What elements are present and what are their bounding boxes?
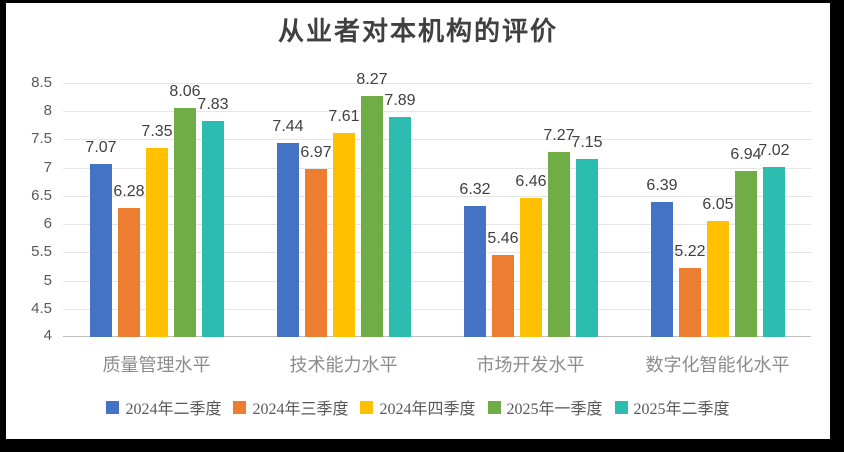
bar-value-label: 5.22: [674, 243, 706, 260]
gridline: [63, 168, 811, 169]
bar: [520, 198, 542, 337]
x-axis-labels: 质量管理水平 技术能力水平 市场开发水平 数字化智能化水平: [63, 351, 811, 377]
bar: [464, 206, 486, 337]
y-tick-label: 5.5: [31, 243, 52, 260]
y-axis: 8.5 8 7.5 7 6.5 6 5.5 5 4.5 4: [6, 74, 56, 344]
bar: [361, 96, 383, 337]
gridline: [63, 252, 811, 253]
gridline: [63, 111, 811, 112]
legend-label: 2025年二季度: [633, 401, 730, 418]
legend-item: 2025年二季度: [614, 395, 730, 419]
bar-value-label: 5.46: [487, 230, 519, 247]
bar-value-label: 6.46: [515, 173, 547, 190]
legend-swatch: [487, 400, 501, 414]
bar-value-label: 8.27: [356, 71, 388, 88]
gridline: [63, 83, 811, 84]
bar: [679, 268, 701, 337]
legend-item: 2024年四季度: [360, 395, 476, 419]
bar: [90, 164, 112, 337]
bar: [202, 121, 224, 337]
x-category-label: 市场开发水平: [476, 355, 585, 375]
y-tick-label: 4: [43, 327, 52, 344]
y-tick-label: 6.5: [31, 187, 52, 204]
legend-item: 2024年二季度: [106, 395, 221, 419]
bar: [492, 255, 514, 337]
bar-value-label: 7.07: [85, 139, 117, 156]
bar-value-label: 6.32: [459, 181, 491, 198]
y-tick-label: 4.5: [31, 300, 52, 317]
bar: [118, 208, 140, 337]
legend-swatch: [360, 400, 374, 414]
bar: [389, 117, 411, 337]
bar-value-label: 6.39: [646, 177, 678, 194]
legend-swatch: [106, 400, 120, 414]
bar: [735, 171, 757, 337]
y-tick-label: 7.5: [31, 130, 52, 147]
bar-value-label: 7.89: [384, 92, 416, 109]
bar: [174, 108, 196, 337]
bar-chart: 从业者对本机构的评价 8.5 8 7.5 7 6.5 6 5.5 5 4.5 4 7.07 6.28…: [6, 3, 830, 439]
bar: [548, 152, 570, 337]
bar-value-label: 7.02: [758, 142, 790, 159]
chart-title: 从业者对本机构的评价: [277, 17, 558, 46]
bar: [277, 143, 299, 337]
legend: 2024年二季度 2024年三季度 2024年四季度 2025年一季度 2025年二季度: [6, 395, 830, 419]
plot-area: 7.07 6.28 7.35 8.06 7.83 7.44 6.97 7.61 8.27 7.89…: [63, 71, 811, 337]
bar: [305, 169, 327, 337]
bar-value-label: 7.35: [141, 123, 173, 140]
gridline: [63, 139, 811, 140]
gridline: [63, 281, 811, 282]
bar: [707, 221, 729, 337]
bar-value-label: 6.28: [113, 183, 145, 200]
bar: [763, 167, 785, 337]
x-category-label: 数字化智能化水平: [645, 355, 790, 375]
bar-value-label: 7.15: [571, 134, 603, 151]
x-category-label: 质量管理水平: [102, 355, 211, 375]
bar: [146, 148, 168, 337]
legend-swatch: [233, 400, 247, 414]
bar-value-label: 7.83: [197, 96, 229, 113]
bar-value-label: 7.44: [272, 118, 304, 135]
gridline: [63, 224, 811, 225]
bar-value-label: 6.97: [300, 144, 332, 161]
y-tick-label: 8: [43, 102, 52, 119]
bar: [651, 202, 673, 337]
y-tick-label: 6: [43, 215, 52, 232]
y-tick-label: 8.5: [31, 74, 52, 91]
y-tick-label: 7: [43, 159, 52, 176]
bar: [576, 159, 598, 337]
x-category-label: 技术能力水平: [289, 355, 398, 375]
gridline: [63, 196, 811, 197]
legend-label: 2024年四季度: [379, 401, 476, 418]
bar: [333, 133, 355, 337]
bar-value-label: 7.61: [328, 108, 360, 125]
y-tick-label: 5: [43, 272, 52, 289]
x-axis-line: [63, 336, 811, 337]
legend-item: 2025年一季度: [487, 395, 603, 419]
legend-label: 2024年二季度: [125, 401, 222, 418]
legend-label: 2024年三季度: [252, 401, 349, 418]
gridline: [63, 309, 811, 310]
bar-value-label: 8.06: [169, 83, 201, 100]
legend-swatch: [614, 400, 628, 414]
bar-value-label: 7.27: [543, 127, 575, 144]
legend-item: 2024年三季度: [233, 395, 348, 419]
legend-label: 2025年一季度: [506, 401, 603, 418]
bar-value-label: 6.05: [702, 196, 734, 213]
bar-value-label: 6.94: [730, 146, 762, 163]
